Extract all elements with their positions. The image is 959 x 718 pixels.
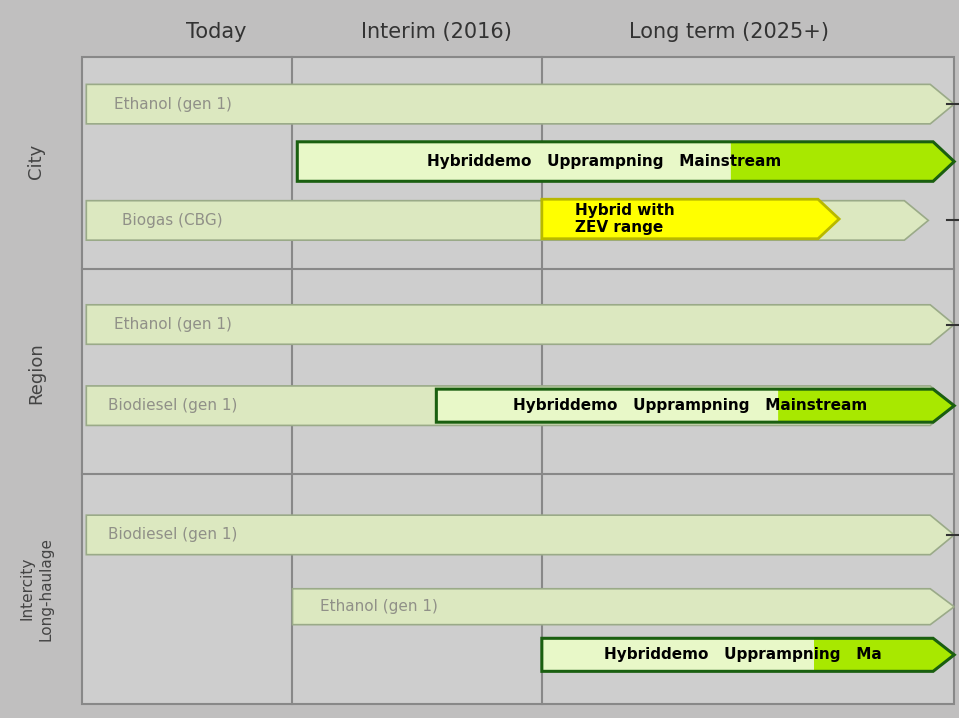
Text: Long term (2025+): Long term (2025+) [629,22,829,42]
Polygon shape [86,85,954,123]
Polygon shape [436,389,954,422]
Polygon shape [86,386,954,425]
Polygon shape [86,201,928,240]
Text: Hybriddemo   Upprampning   Mainstream: Hybriddemo Upprampning Mainstream [513,398,868,413]
Text: Ethanol (gen 1): Ethanol (gen 1) [114,317,231,332]
Polygon shape [542,638,954,671]
Polygon shape [814,638,954,671]
Polygon shape [86,304,954,344]
Polygon shape [292,589,954,625]
Text: Hybriddemo   Upprampning   Mainstream: Hybriddemo Upprampning Mainstream [427,154,782,169]
Text: Biodiesel (gen 1): Biodiesel (gen 1) [108,528,237,542]
Polygon shape [297,141,954,181]
Polygon shape [86,516,954,554]
Text: Today: Today [185,22,246,42]
Text: Hybrid with
ZEV range: Hybrid with ZEV range [575,202,675,236]
Polygon shape [542,199,839,238]
Text: Intercity
Long-haulage: Intercity Long-haulage [19,537,54,640]
Text: Ethanol (gen 1): Ethanol (gen 1) [320,600,437,614]
Text: Region: Region [28,342,45,404]
Text: Hybriddemo   Upprampning   Ma: Hybriddemo Upprampning Ma [604,648,882,662]
Text: Interim (2016): Interim (2016) [361,22,512,42]
Polygon shape [778,389,954,422]
Text: Ethanol (gen 1): Ethanol (gen 1) [114,97,231,111]
Text: Biogas (CBG): Biogas (CBG) [123,213,222,228]
Text: Biodiesel (gen 1): Biodiesel (gen 1) [108,398,237,413]
Polygon shape [731,141,954,181]
Text: City: City [28,144,45,180]
